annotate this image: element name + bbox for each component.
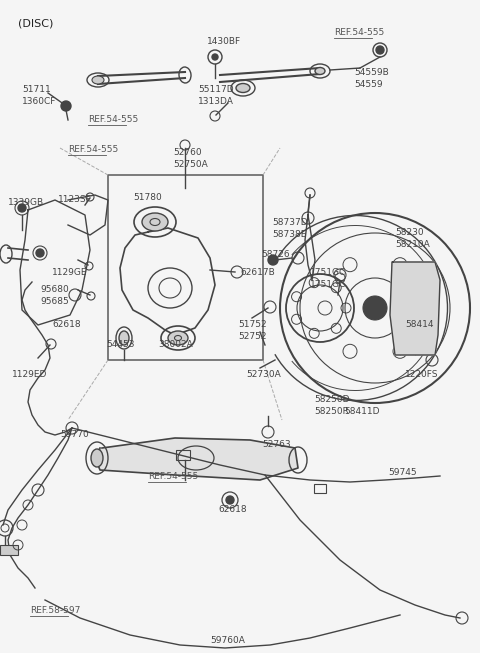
Ellipse shape <box>236 84 250 93</box>
Bar <box>108 175 263 360</box>
Text: 95685: 95685 <box>40 297 69 306</box>
Text: 58250R: 58250R <box>314 407 349 416</box>
Text: REF.54-555: REF.54-555 <box>68 145 118 154</box>
Bar <box>314 484 326 493</box>
Ellipse shape <box>91 449 103 467</box>
Text: 1751GC: 1751GC <box>310 280 346 289</box>
Circle shape <box>212 54 218 60</box>
Text: 52760: 52760 <box>173 148 202 157</box>
Text: 1123SF: 1123SF <box>58 195 92 204</box>
Text: 58250D: 58250D <box>314 395 349 404</box>
Text: REF.58-597: REF.58-597 <box>30 606 80 615</box>
Text: 58738E: 58738E <box>272 230 306 239</box>
Text: REF.54-555: REF.54-555 <box>148 472 198 481</box>
Text: 38002A: 38002A <box>158 340 193 349</box>
Text: REF.54-555: REF.54-555 <box>334 28 384 37</box>
Circle shape <box>36 249 44 257</box>
Text: 58737D: 58737D <box>272 218 308 227</box>
Text: 1339GB: 1339GB <box>8 198 44 207</box>
Text: 1129GE: 1129GE <box>52 268 87 277</box>
Text: 1360CF: 1360CF <box>22 97 56 106</box>
Text: REF.54-555: REF.54-555 <box>88 115 138 124</box>
Text: 54559B: 54559B <box>354 68 389 77</box>
Text: 59760A: 59760A <box>210 636 245 645</box>
Text: 1220FS: 1220FS <box>405 370 439 379</box>
Text: 52763: 52763 <box>262 440 290 449</box>
Text: 1313DA: 1313DA <box>198 97 234 106</box>
Circle shape <box>18 204 26 212</box>
Text: 51711: 51711 <box>22 85 51 94</box>
Ellipse shape <box>142 213 168 231</box>
Text: 58210A: 58210A <box>395 240 430 249</box>
Text: 1430BF: 1430BF <box>207 37 241 46</box>
Circle shape <box>376 46 384 54</box>
Text: 58726: 58726 <box>261 250 289 259</box>
Ellipse shape <box>92 76 104 84</box>
Text: 52730A: 52730A <box>246 370 281 379</box>
Circle shape <box>268 255 278 265</box>
Text: 59745: 59745 <box>388 468 417 477</box>
Text: 62618: 62618 <box>218 505 247 514</box>
Bar <box>0 545 18 555</box>
Text: 51780: 51780 <box>133 193 162 202</box>
Text: 54453: 54453 <box>106 340 134 349</box>
Text: 54559: 54559 <box>354 80 383 89</box>
Circle shape <box>61 101 71 111</box>
Ellipse shape <box>168 331 188 345</box>
Text: 59770: 59770 <box>60 430 89 439</box>
Ellipse shape <box>119 331 129 345</box>
Text: 51752: 51752 <box>238 320 266 329</box>
Polygon shape <box>390 262 440 355</box>
Text: (DISC): (DISC) <box>18 18 53 28</box>
Circle shape <box>226 496 234 504</box>
Text: 55117D: 55117D <box>198 85 234 94</box>
Text: 1129ED: 1129ED <box>12 370 48 379</box>
Text: 62618: 62618 <box>52 320 81 329</box>
Text: 52750A: 52750A <box>173 160 208 169</box>
Text: 58230: 58230 <box>395 228 424 237</box>
Polygon shape <box>96 438 298 480</box>
Circle shape <box>363 296 387 320</box>
Text: 52752: 52752 <box>238 332 266 341</box>
Bar <box>176 450 190 460</box>
Text: 58411D: 58411D <box>344 407 380 416</box>
Bar <box>393 270 401 345</box>
Text: 58414: 58414 <box>405 320 433 329</box>
Text: 62617B: 62617B <box>240 268 275 277</box>
Ellipse shape <box>315 67 325 74</box>
Text: 1751GC: 1751GC <box>310 268 346 277</box>
Text: 95680: 95680 <box>40 285 69 294</box>
